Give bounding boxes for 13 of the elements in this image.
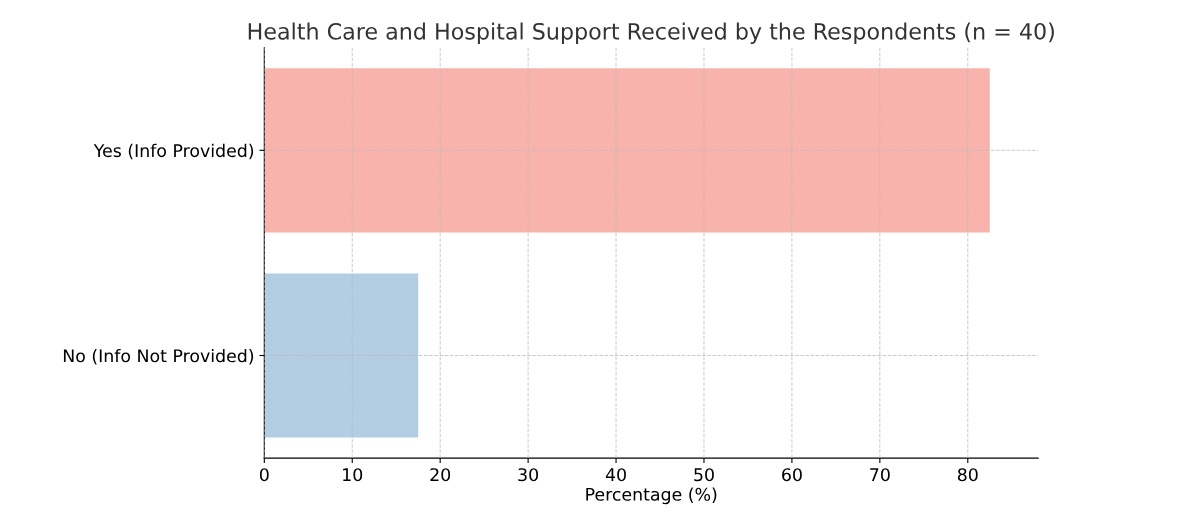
x-axis-title: Percentage (%)	[586, 487, 717, 505]
y-tick-label: No (Info Not Provided)	[63, 348, 254, 365]
x-tick-label: 70	[870, 468, 890, 482]
chart-title: Health Care and Hospital Support Received by the Respondents (n = 40)	[248, 22, 1054, 44]
y-tick-label: Yes (Info Provided)	[93, 143, 254, 160]
x-tick-label: 40	[605, 468, 626, 482]
x-tick-label: 0	[259, 468, 269, 482]
x-tick-label: 50	[694, 468, 714, 482]
x-tick-label: 60	[782, 468, 802, 482]
x-tick-label: 20	[430, 468, 451, 482]
x-tick-label: 30	[518, 468, 539, 482]
x-tick-label: 80	[957, 468, 978, 482]
x-tick-label: 10	[343, 468, 363, 482]
